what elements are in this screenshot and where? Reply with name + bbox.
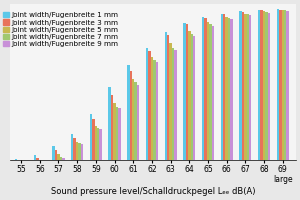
Bar — [146, 48, 148, 160]
Bar — [109, 87, 111, 160]
Bar — [92, 119, 94, 160]
Bar — [116, 107, 118, 160]
Bar — [263, 11, 265, 160]
Bar — [134, 82, 137, 160]
Bar — [212, 26, 214, 160]
Bar — [260, 10, 263, 160]
Bar — [265, 12, 268, 160]
Bar — [100, 129, 102, 160]
Bar — [223, 14, 226, 160]
Bar — [169, 43, 172, 160]
Bar — [132, 79, 134, 160]
Bar — [193, 36, 195, 160]
Bar — [174, 50, 177, 160]
Bar — [71, 134, 74, 160]
Bar — [137, 85, 139, 160]
Bar — [113, 103, 116, 160]
Bar — [90, 114, 92, 160]
Bar — [230, 19, 233, 160]
Bar — [118, 108, 121, 160]
Bar — [284, 10, 286, 160]
Bar — [239, 11, 242, 160]
Bar — [220, 14, 223, 160]
Bar — [277, 9, 279, 160]
Bar — [190, 34, 193, 160]
Bar — [153, 60, 156, 160]
Bar — [62, 158, 64, 160]
Bar — [74, 138, 76, 160]
Bar — [242, 12, 244, 160]
Bar — [164, 32, 167, 160]
Bar — [186, 24, 188, 160]
Bar — [167, 35, 170, 160]
Bar — [55, 150, 57, 160]
Bar — [268, 13, 270, 160]
Bar — [156, 62, 158, 160]
Bar — [258, 10, 260, 160]
Bar — [60, 157, 62, 160]
Bar — [78, 143, 81, 160]
Bar — [151, 57, 153, 160]
Bar — [207, 22, 209, 160]
Bar — [81, 144, 83, 160]
Bar — [188, 31, 190, 160]
Bar — [148, 51, 151, 160]
Bar — [97, 128, 100, 160]
Bar — [249, 15, 251, 160]
Bar — [34, 155, 36, 160]
Bar — [36, 158, 38, 160]
Bar — [286, 11, 289, 160]
Legend: Joint width/Fugenbreite 1 mm, Joint width/Fugenbreite 3 mm, Joint width/Fugenbre: Joint width/Fugenbreite 1 mm, Joint widt… — [2, 11, 120, 48]
Bar — [209, 24, 212, 160]
Bar — [202, 17, 204, 160]
Bar — [228, 18, 230, 160]
Bar — [130, 71, 132, 160]
Bar — [281, 10, 284, 160]
Bar — [244, 14, 247, 160]
Bar — [172, 48, 174, 160]
X-axis label: Sound pressure level/Schalldruckpegel Lₑₑ dB(A): Sound pressure level/Schalldruckpegel Lₑ… — [51, 187, 255, 196]
Bar — [247, 14, 249, 160]
Bar — [76, 142, 78, 160]
Bar — [279, 10, 281, 160]
Bar — [226, 17, 228, 160]
Bar — [127, 65, 130, 160]
Bar — [111, 95, 113, 160]
Bar — [15, 159, 17, 160]
Bar — [183, 23, 186, 160]
Bar — [57, 154, 60, 160]
Bar — [204, 18, 207, 160]
Bar — [52, 146, 55, 160]
Bar — [94, 126, 97, 160]
